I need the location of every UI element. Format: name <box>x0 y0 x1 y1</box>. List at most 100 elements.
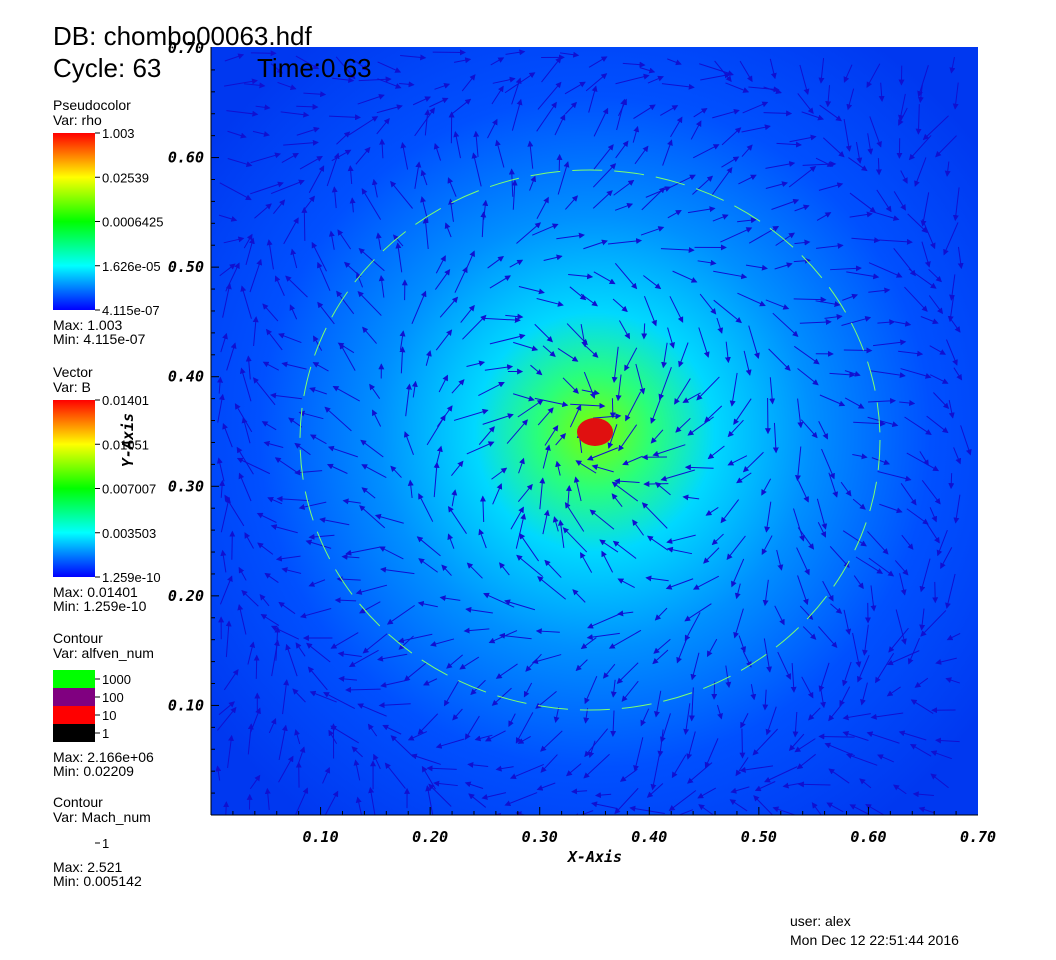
vector-arrow <box>326 463 348 474</box>
vector-arrow <box>397 633 433 644</box>
vector-arrow <box>347 165 354 185</box>
vector-arrow <box>511 179 518 210</box>
vector-arrow <box>270 392 303 400</box>
vector-arrow <box>439 595 461 602</box>
vector-arrow <box>583 708 590 724</box>
legend-title: Contour <box>53 630 103 646</box>
vector-arrow <box>868 262 903 278</box>
vector-arrow <box>842 293 858 301</box>
vector-arrow <box>337 229 352 250</box>
vector-arrow <box>292 688 306 703</box>
vector-arrow <box>509 763 545 780</box>
vector-arrow <box>943 222 959 256</box>
vector-arrow <box>361 464 387 479</box>
vector-arrow <box>772 312 799 337</box>
vector-arrow <box>762 579 769 607</box>
vector-arrow <box>667 209 682 219</box>
vector-arrow <box>865 803 885 815</box>
vector-arrow <box>662 139 673 166</box>
vector-arrow <box>484 317 521 324</box>
vector-arrow <box>704 738 719 769</box>
vector-arrow <box>553 706 560 723</box>
vector-arrow <box>290 248 298 269</box>
color-bar <box>53 400 95 577</box>
vector-arrow <box>622 61 646 68</box>
vector-arrow <box>236 457 271 475</box>
vector-arrow <box>822 580 834 602</box>
vector-arrow <box>611 346 619 383</box>
vector-arrow <box>632 125 640 143</box>
vector-arrow <box>559 51 580 58</box>
vector-arrow <box>530 364 543 376</box>
vector-arrow <box>223 236 245 244</box>
vector-arrow <box>632 519 644 536</box>
vector-arrow <box>816 212 832 221</box>
vector-arrow <box>625 391 642 422</box>
vector-arrow <box>946 632 961 641</box>
vector-arrow <box>740 713 749 729</box>
vector-arrow <box>953 447 962 465</box>
vector-arrow <box>855 142 863 164</box>
vector-arrow <box>844 370 861 377</box>
vector-arrow <box>765 181 789 189</box>
vector-arrow <box>929 374 949 384</box>
vector-arrow <box>875 652 895 684</box>
vector-arrow <box>583 753 610 779</box>
vector-arrow <box>351 746 363 758</box>
vector-arrow <box>611 493 623 507</box>
vector-arrow <box>342 498 361 505</box>
vector-arrow <box>435 738 465 749</box>
vector-arrow <box>298 501 327 510</box>
vector-arrow <box>935 135 957 158</box>
contour-swatch <box>53 706 95 724</box>
vector-arrow <box>610 710 617 737</box>
axis-ticks: 0.10 0.20 0.30 0.40 0.50 0.60 0.70 0.10 0.20 0.30… <box>168 39 996 846</box>
vector-arrow <box>904 286 928 312</box>
vector-arrow <box>264 787 271 810</box>
vector-arrow <box>491 467 508 480</box>
color-bar-label: 0.007007 <box>102 482 156 497</box>
vector-arrow <box>465 606 493 614</box>
vector-arrow <box>917 65 929 98</box>
vector-arrow <box>849 804 872 815</box>
vector-arrow <box>335 56 356 80</box>
vector-arrow <box>730 786 750 794</box>
vector-arrow <box>241 416 251 444</box>
vector-arrow <box>919 451 929 466</box>
vector-arrow <box>536 196 549 219</box>
vector-arrow <box>466 360 486 367</box>
vector-arrow <box>270 625 300 640</box>
vector-arrow <box>434 83 451 90</box>
contour-label: 1 <box>102 836 109 851</box>
vector-arrow <box>399 81 415 88</box>
vector-arrow <box>926 819 959 832</box>
density-peak <box>577 418 613 446</box>
vector-arrow <box>416 536 441 557</box>
vector-field <box>215 49 972 832</box>
vector-arrow <box>794 239 811 246</box>
vector-arrow <box>400 141 409 170</box>
vector-arrow <box>872 339 907 347</box>
cycle-label: Cycle: 63 <box>53 53 161 83</box>
vector-arrow <box>743 350 752 376</box>
vector-arrow <box>857 655 870 683</box>
vector-arrow <box>921 480 941 505</box>
vector-arrow <box>592 163 617 188</box>
vector-arrow <box>281 361 307 370</box>
vector-arrow <box>748 325 760 360</box>
vector-arrow <box>765 706 777 736</box>
vector-arrow <box>556 232 585 240</box>
vector-arrow <box>894 560 909 576</box>
vector-arrow <box>867 531 889 555</box>
vector-arrow <box>581 389 600 396</box>
vector-arrow <box>763 638 773 673</box>
vector-arrow <box>392 234 404 247</box>
vector-arrow <box>794 446 802 482</box>
vector-arrow <box>687 416 714 436</box>
vector-arrow <box>843 64 853 83</box>
vector-arrow <box>777 651 791 680</box>
x-tick-label: 0.20 <box>412 828 448 846</box>
vector-arrow <box>418 558 438 573</box>
